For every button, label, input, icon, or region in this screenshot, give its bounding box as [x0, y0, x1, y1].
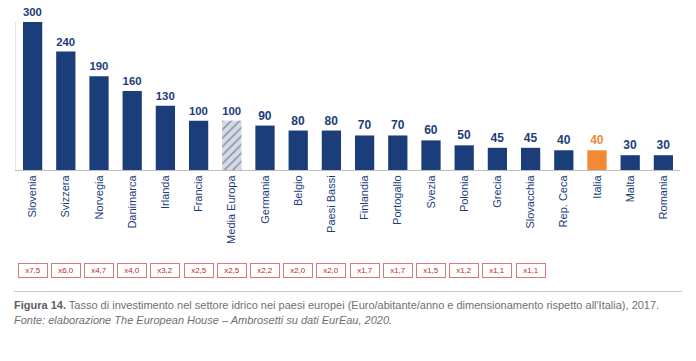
svg-text:45: 45 [491, 131, 505, 145]
svg-text:80: 80 [325, 114, 339, 128]
html-text:Fonte: elaborazione The Europe: Fonte: elaborazione The European House –… [14, 314, 393, 326]
svg-text:Media Europa: Media Europa [225, 175, 237, 244]
svg-text:x2,2: x2,2 [257, 266, 273, 275]
svg-text:x1,1: x1,1 [523, 266, 539, 275]
svg-text:Belgio: Belgio [292, 175, 304, 206]
svg-text:50: 50 [457, 128, 471, 142]
svg-text:Irlanda: Irlanda [159, 175, 171, 210]
svg-text:90: 90 [258, 109, 272, 123]
svg-text:70: 70 [358, 118, 372, 132]
svg-text:x4,7: x4,7 [91, 266, 107, 275]
svg-text:100: 100 [189, 105, 208, 117]
svg-text:x7,5: x7,5 [25, 266, 41, 275]
svg-text:Romania: Romania [657, 175, 669, 220]
svg-text:130: 130 [156, 90, 175, 102]
svg-text:x1,7: x1,7 [357, 266, 373, 275]
svg-text:Portogallo: Portogallo [391, 175, 403, 225]
svg-text:240: 240 [56, 36, 75, 48]
svg-text:x1,7: x1,7 [390, 266, 406, 275]
svg-text:x1,5: x1,5 [423, 266, 439, 275]
svg-text:Grecia: Grecia [491, 175, 503, 208]
svg-text:Finlandia: Finlandia [358, 175, 370, 221]
svg-text:Danimarca: Danimarca [126, 175, 138, 229]
html-text:Figura 14. Tasso di investimen: Figura 14. Tasso di investimento nel set… [14, 299, 660, 311]
svg-text:190: 190 [89, 60, 108, 72]
svg-text:Svizzera: Svizzera [59, 175, 71, 218]
svg-text:Slovenia: Slovenia [26, 175, 38, 218]
svg-text:Francia: Francia [192, 175, 204, 213]
svg-text:100: 100 [222, 105, 241, 117]
svg-text:80: 80 [291, 114, 305, 128]
svg-text:300: 300 [23, 6, 42, 18]
svg-text:x3,2: x3,2 [157, 266, 173, 275]
svg-text:x2,0: x2,0 [290, 266, 306, 275]
svg-text:x1,2: x1,2 [456, 266, 472, 275]
svg-text:Slovacchia: Slovacchia [524, 175, 536, 229]
svg-text:x2,5: x2,5 [191, 266, 207, 275]
svg-text:160: 160 [123, 75, 142, 87]
svg-text:x6,0: x6,0 [58, 266, 74, 275]
svg-text:30: 30 [657, 138, 671, 152]
svg-text:x2,5: x2,5 [224, 266, 240, 275]
svg-text:Malta: Malta [624, 175, 636, 203]
svg-text:Germania: Germania [259, 175, 271, 224]
svg-text:Norvegia: Norvegia [93, 175, 105, 220]
svg-text:Rep. Ceca: Rep. Ceca [557, 175, 569, 228]
svg-text:x2,0: x2,0 [323, 266, 339, 275]
svg-text:Italia: Italia [591, 175, 603, 199]
svg-text:40: 40 [557, 133, 571, 147]
svg-text:30: 30 [623, 138, 637, 152]
svg-text:x4,0: x4,0 [124, 266, 140, 275]
svg-text:Paesi Bassi: Paesi Bassi [325, 175, 337, 232]
svg-text:Polonia: Polonia [458, 175, 470, 213]
svg-text:45: 45 [524, 131, 538, 145]
svg-text:70: 70 [391, 118, 405, 132]
svg-text:Svezia: Svezia [425, 175, 437, 209]
svg-text:40: 40 [590, 133, 604, 147]
svg-text:x1,1: x1,1 [489, 266, 505, 275]
svg-text:60: 60 [424, 123, 438, 137]
